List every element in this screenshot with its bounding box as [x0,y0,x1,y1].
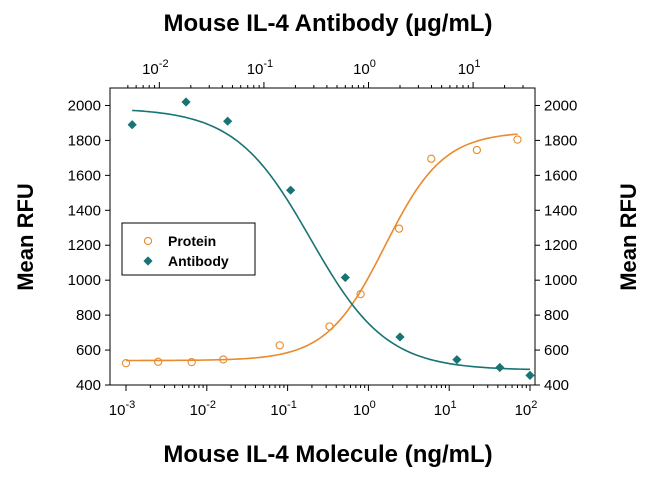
antibody-point [452,355,462,365]
y-tick-label-left: 1200 [68,237,101,254]
antibody-point [223,116,233,126]
y-tick-label-right: 1200 [544,237,577,254]
y-tick-label-left: 600 [76,342,101,359]
legend: Protein Antibody [121,222,256,276]
axes-ticks: 400 400 600 600 800 800 1000 1000 1200 1200 1400 14… [68,58,578,419]
antibody-point [495,362,505,373]
y-axis-label-right: Mean RFU [616,183,641,291]
protein-point [472,145,482,155]
protein-point [187,357,196,367]
protein-point [427,154,436,163]
x-tick-label: 10-2 [190,399,216,419]
antibody-fit-curve [132,109,531,371]
y-tick-label-right: 800 [544,307,569,324]
antibody-point [340,272,350,283]
protein-point [154,357,163,366]
plot-frame [109,87,536,386]
x-tick-label: 102 [515,399,538,419]
x-tick-label: 101 [434,399,457,419]
y-tick-label-left: 1400 [68,202,101,219]
legend-marker-antibody [143,256,153,266]
y-tick-label-left: 2000 [68,97,101,114]
x-axis-label: Mouse IL-4 Molecule (ng/mL) [163,441,492,468]
protein-point [219,355,228,364]
y-tick-label-left: 1000 [68,272,101,289]
y-tick-label-right: 1000 [544,272,577,289]
x-tick-label: 10-1 [270,399,296,419]
protein-fit-curve [125,133,518,362]
protein-point [513,135,522,144]
legend-box [121,222,256,276]
y-tick-label-right: 600 [544,342,569,359]
protein-point [356,290,365,299]
y-tick-label-right: 1400 [544,202,577,219]
fit-curves [125,109,531,371]
top-tick-label: 10-2 [142,58,168,78]
top-tick-label: 101 [458,58,481,78]
y-tick-label-right: 1800 [544,132,577,149]
y-tick-label-right: 1600 [544,167,577,184]
y-tick-label-left: 400 [76,377,101,394]
y-axis-label-left: Mean RFU [13,183,38,291]
y-tick-label-right: 2000 [544,97,577,114]
y-tick-label-right: 400 [544,377,569,394]
antibody-point [395,332,405,342]
antibody-point [525,370,535,380]
y-tick-label-left: 800 [76,307,101,324]
x-tick-label: 10-3 [109,399,135,419]
legend-label-protein: Protein [168,233,216,249]
antibody-point [286,185,296,195]
chart-title: Mouse IL-4 Antibody (µg/mL) [164,10,493,37]
antibody-point [127,120,137,130]
antibody-point [181,97,191,107]
legend-label-antibody: Antibody [168,253,229,269]
protein-point [121,359,131,368]
data-points [121,97,535,380]
protein-point [275,341,284,350]
top-tick-label: 100 [353,58,376,78]
y-tick-label-left: 1600 [68,167,101,184]
protein-point [325,322,334,331]
x-tick-label: 100 [353,399,376,419]
top-tick-label: 10-1 [247,58,273,78]
legend-marker-protein [143,236,153,246]
protein-point [394,224,404,233]
y-tick-label-left: 1800 [68,132,101,149]
